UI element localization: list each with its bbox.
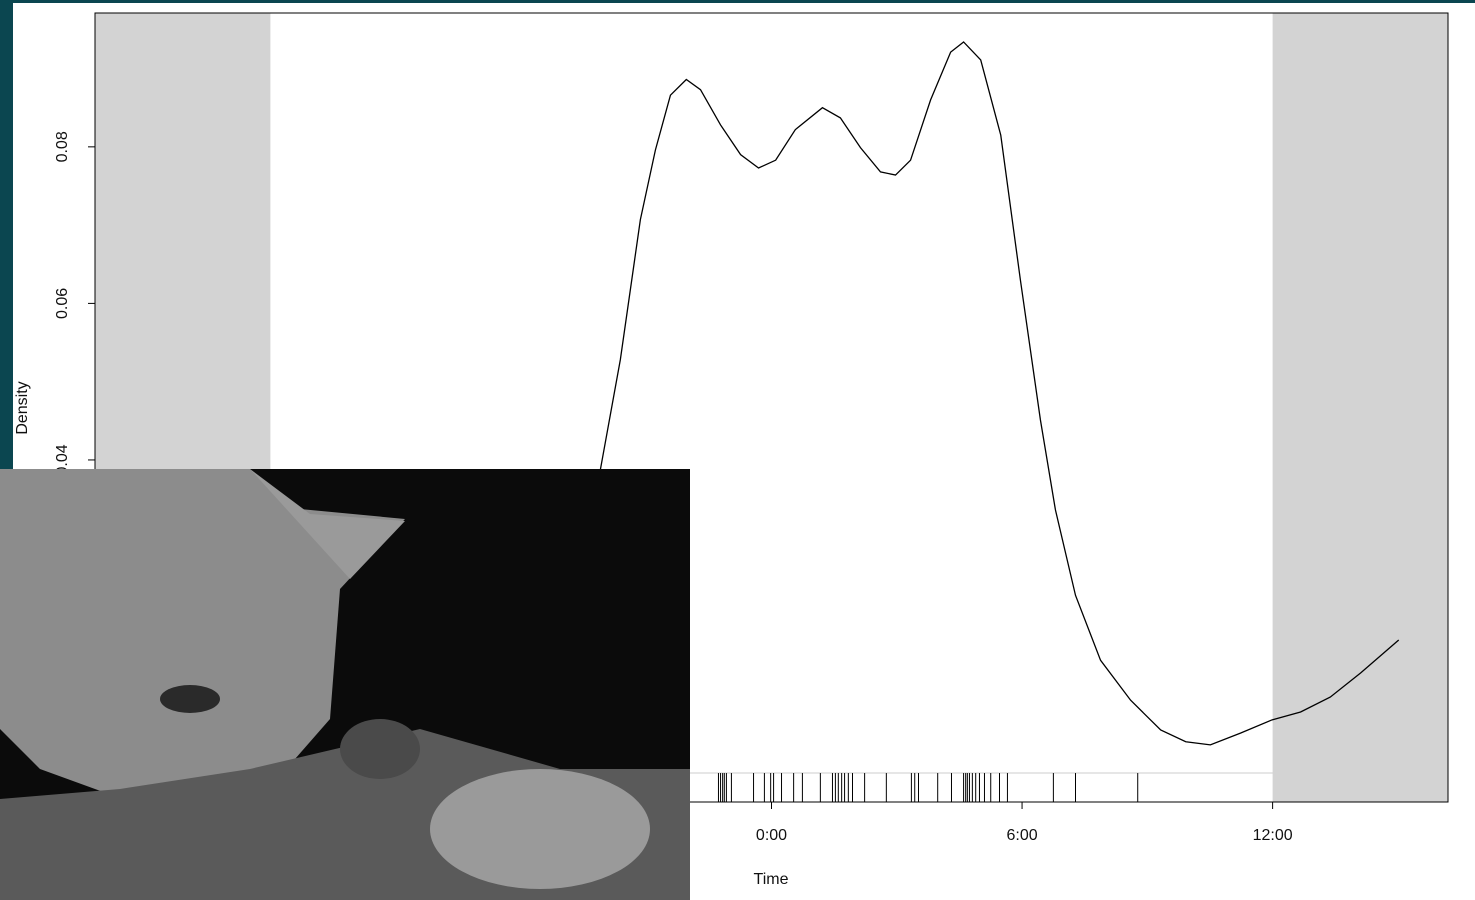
cat-ear [250, 469, 405, 579]
x-tick-label: 12:00 [1253, 827, 1293, 844]
prey-part [340, 719, 420, 779]
x-tick-label: 0:00 [756, 827, 787, 844]
x-tick-label: 6:00 [1006, 827, 1037, 844]
night-shading [1272, 13, 1448, 802]
density-curve [599, 41, 1400, 746]
camera-trap-photo [0, 469, 690, 900]
prey [430, 769, 650, 889]
y-tick-label: 0.06 [54, 288, 71, 319]
y-axis-label: Density [14, 381, 31, 434]
cat-eye [160, 685, 220, 713]
cat-head [0, 469, 405, 809]
y-tick-label: 0.04 [54, 444, 71, 475]
plot-frame [94, 12, 1449, 803]
y-tick-label: 0.08 [54, 131, 71, 162]
x-axis-label: Time [754, 871, 789, 888]
